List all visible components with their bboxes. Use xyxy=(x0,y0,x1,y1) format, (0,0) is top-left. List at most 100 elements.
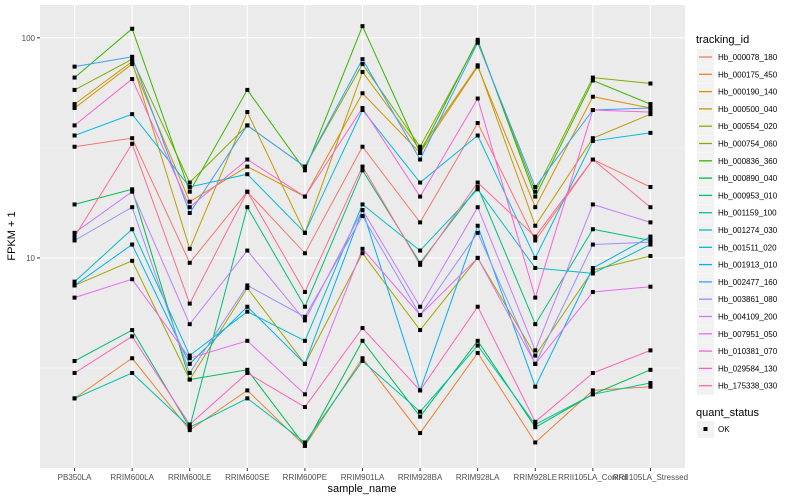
data-point xyxy=(245,189,250,194)
data-point xyxy=(648,348,653,353)
legend-item: Hb_000078_180 xyxy=(697,49,778,66)
data-point xyxy=(245,367,250,372)
legend-item: Hb_000754_060 xyxy=(697,135,778,153)
data-point xyxy=(418,180,423,185)
legend-label: Hb_001913_010 xyxy=(718,261,778,270)
data-point xyxy=(187,246,192,251)
data-point xyxy=(648,384,653,389)
data-point xyxy=(533,223,538,228)
x-tick-label: RRII105LA_Control xyxy=(558,473,628,482)
data-point xyxy=(302,318,307,323)
x-tick-label: RRIM901LA xyxy=(341,473,385,482)
data-point xyxy=(302,405,307,410)
legend-item: Hb_000175_450 xyxy=(697,66,778,84)
data-point xyxy=(302,443,307,448)
data-point xyxy=(360,208,365,213)
shape-legend-item: OK xyxy=(697,421,730,438)
data-point xyxy=(72,234,77,239)
legend-label: Hb_029584_130 xyxy=(718,364,778,373)
data-point xyxy=(130,59,135,64)
data-point xyxy=(187,205,192,210)
data-point xyxy=(72,64,77,69)
data-point xyxy=(418,147,423,152)
data-point xyxy=(302,314,307,319)
data-point xyxy=(187,260,192,265)
legend-label: Hb_007951_050 xyxy=(718,330,778,339)
data-point xyxy=(418,388,423,393)
data-point xyxy=(302,164,307,169)
data-point xyxy=(72,123,77,128)
legend-label: Hb_001159_100 xyxy=(718,209,777,218)
data-point xyxy=(360,107,365,112)
data-point xyxy=(648,130,653,135)
legend-title: tracking_id xyxy=(696,34,749,46)
data-point xyxy=(72,279,77,284)
data-point xyxy=(72,144,77,149)
data-point xyxy=(648,234,653,239)
data-point xyxy=(72,283,77,288)
legend: tracking_id Hb_000078_180 Hb_000175_450 Hb… xyxy=(696,34,778,438)
legend-label: Hb_000953_010 xyxy=(718,191,778,200)
data-point xyxy=(187,322,192,327)
legend-items: Hb_000078_180 Hb_000175_450 Hb_000190_140 H… xyxy=(697,49,778,395)
data-point xyxy=(130,277,135,282)
data-point xyxy=(475,205,480,210)
data-point xyxy=(533,440,538,445)
data-point xyxy=(590,265,595,270)
legend-label: Hb_000078_180 xyxy=(718,53,778,62)
data-point xyxy=(418,157,423,162)
legend-item: Hb_002477_160 xyxy=(697,273,778,291)
data-point xyxy=(302,230,307,235)
data-point xyxy=(475,96,480,101)
data-point xyxy=(418,304,423,309)
data-point xyxy=(302,251,307,256)
data-point xyxy=(648,81,653,86)
data-point xyxy=(187,189,192,194)
data-point xyxy=(475,230,480,235)
legend-item: Hb_001274_030 xyxy=(697,222,778,239)
data-point xyxy=(475,37,480,42)
legend-item: Hb_010381_070 xyxy=(697,343,778,361)
data-point xyxy=(418,150,423,155)
series-points xyxy=(72,24,653,448)
data-point xyxy=(475,223,480,228)
data-point xyxy=(130,189,135,194)
y-tick-label: 100 xyxy=(22,34,36,43)
data-point xyxy=(130,62,135,67)
data-point xyxy=(360,144,365,149)
legend-item: Hb_001913_010 xyxy=(697,256,778,274)
data-point xyxy=(475,255,480,260)
data-point xyxy=(418,414,423,419)
data-point xyxy=(533,353,538,358)
data-point xyxy=(187,425,192,430)
data-point xyxy=(245,304,250,309)
data-point xyxy=(590,392,595,397)
data-point xyxy=(590,388,595,393)
data-point xyxy=(533,384,538,389)
data-point xyxy=(533,422,538,427)
data-point xyxy=(590,289,595,294)
shape-legend-title: quant_status xyxy=(696,407,759,419)
data-point xyxy=(72,133,77,138)
data-point xyxy=(187,428,192,433)
data-point xyxy=(72,87,77,92)
data-point xyxy=(590,370,595,375)
data-point xyxy=(360,164,365,169)
data-point xyxy=(475,304,480,309)
data-point xyxy=(130,54,135,59)
data-point xyxy=(533,255,538,260)
legend-label: Hb_004109_200 xyxy=(718,313,778,322)
legend-label: Hb_003861_080 xyxy=(718,295,778,304)
data-point xyxy=(302,338,307,343)
data-point xyxy=(245,172,250,177)
x-tick-label: RRIM928LA xyxy=(456,473,500,482)
data-point xyxy=(302,289,307,294)
data-point xyxy=(187,356,192,361)
data-point xyxy=(360,214,365,219)
legend-label: Hb_010381_070 xyxy=(718,347,778,356)
data-point xyxy=(590,242,595,247)
data-point xyxy=(475,184,480,189)
data-point xyxy=(130,26,135,31)
data-point xyxy=(648,102,653,107)
legend-item: Hb_000500_040 xyxy=(697,100,778,118)
